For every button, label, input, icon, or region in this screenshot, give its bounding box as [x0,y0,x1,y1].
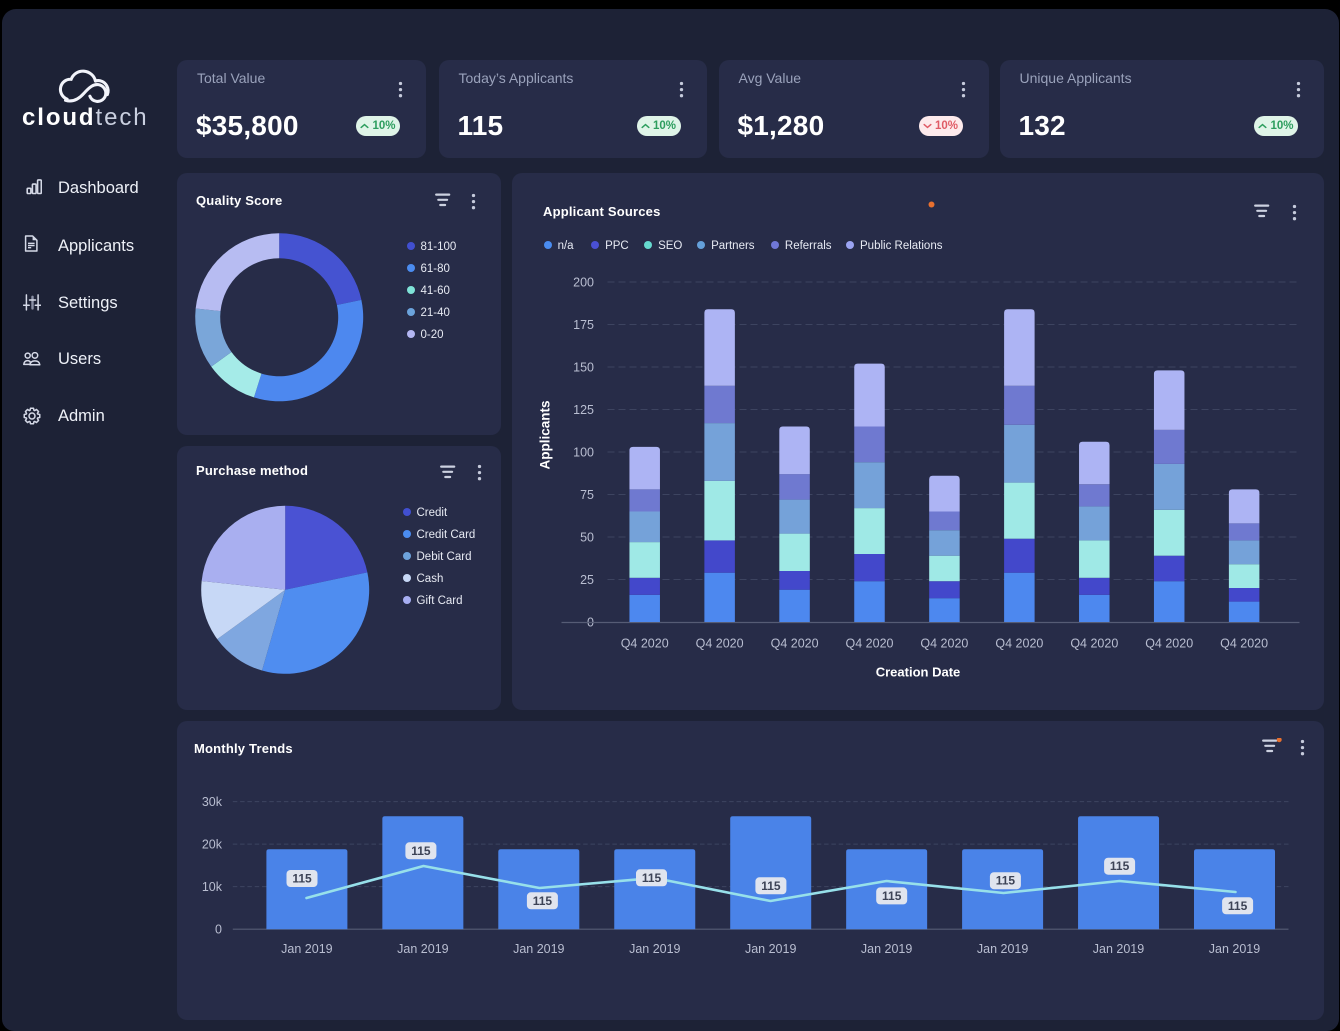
svg-text:Jan 2019: Jan 2019 [281,942,332,956]
svg-text:30k: 30k [201,795,222,809]
svg-text:10k: 10k [201,880,222,894]
svg-text:115: 115 [292,872,312,886]
svg-text:Q4 2020: Q4 2020 [1220,637,1268,651]
svg-text:115: 115 [1227,899,1247,913]
svg-text:150: 150 [573,361,594,375]
svg-text:115: 115 [532,894,552,908]
svg-text:Creation Date: Creation Date [876,665,961,680]
svg-text:Q4 2020: Q4 2020 [995,637,1043,651]
svg-text:Jan 2019: Jan 2019 [860,942,911,956]
svg-text:50: 50 [580,531,594,545]
svg-text:Jan 2019: Jan 2019 [1208,942,1259,956]
svg-text:Q4 2020: Q4 2020 [771,637,819,651]
svg-text:Q4 2020: Q4 2020 [621,637,669,651]
svg-text:25: 25 [580,573,594,587]
svg-text:115: 115 [1109,859,1129,873]
svg-text:115: 115 [641,871,661,885]
svg-text:Jan 2019: Jan 2019 [744,942,795,956]
svg-text:Jan 2019: Jan 2019 [976,942,1027,956]
svg-text:Q4 2020: Q4 2020 [1070,637,1118,651]
svg-text:Q4 2020: Q4 2020 [696,637,744,651]
svg-text:115: 115 [411,844,431,858]
svg-text:200: 200 [573,276,594,290]
svg-text:75: 75 [580,488,594,502]
svg-text:Jan 2019: Jan 2019 [397,942,448,956]
svg-text:115: 115 [761,879,781,893]
svg-text:Jan 2019: Jan 2019 [629,942,680,956]
svg-text:Q4 2020: Q4 2020 [920,637,968,651]
svg-text:100: 100 [573,446,594,460]
svg-text:Q4 2020: Q4 2020 [1145,637,1193,651]
svg-text:115: 115 [882,889,902,903]
svg-text:0: 0 [215,923,222,937]
svg-text:Jan 2019: Jan 2019 [1092,942,1143,956]
svg-text:Applicants: Applicants [538,400,553,469]
svg-text:175: 175 [573,318,594,332]
svg-text:125: 125 [573,403,594,417]
svg-text:20k: 20k [201,838,222,852]
svg-text:Q4 2020: Q4 2020 [846,637,894,651]
svg-text:Jan 2019: Jan 2019 [513,942,564,956]
svg-text:115: 115 [995,874,1015,888]
